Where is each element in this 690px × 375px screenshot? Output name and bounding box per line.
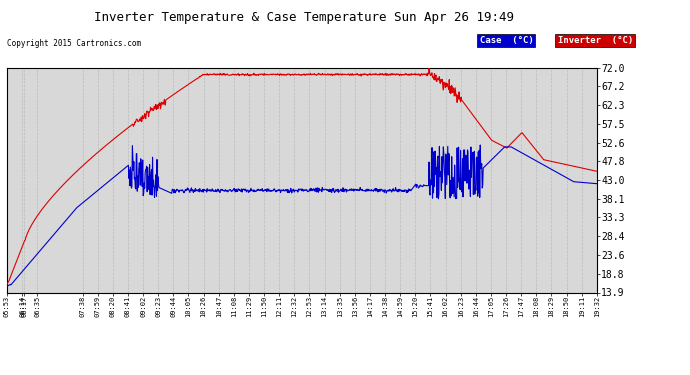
Text: Inverter Temperature & Case Temperature Sun Apr 26 19:49: Inverter Temperature & Case Temperature … xyxy=(94,11,513,24)
Text: Case  (°C): Case (°C) xyxy=(480,36,533,45)
Text: Inverter  (°C): Inverter (°C) xyxy=(558,36,633,45)
Text: Copyright 2015 Cartronics.com: Copyright 2015 Cartronics.com xyxy=(7,39,141,48)
